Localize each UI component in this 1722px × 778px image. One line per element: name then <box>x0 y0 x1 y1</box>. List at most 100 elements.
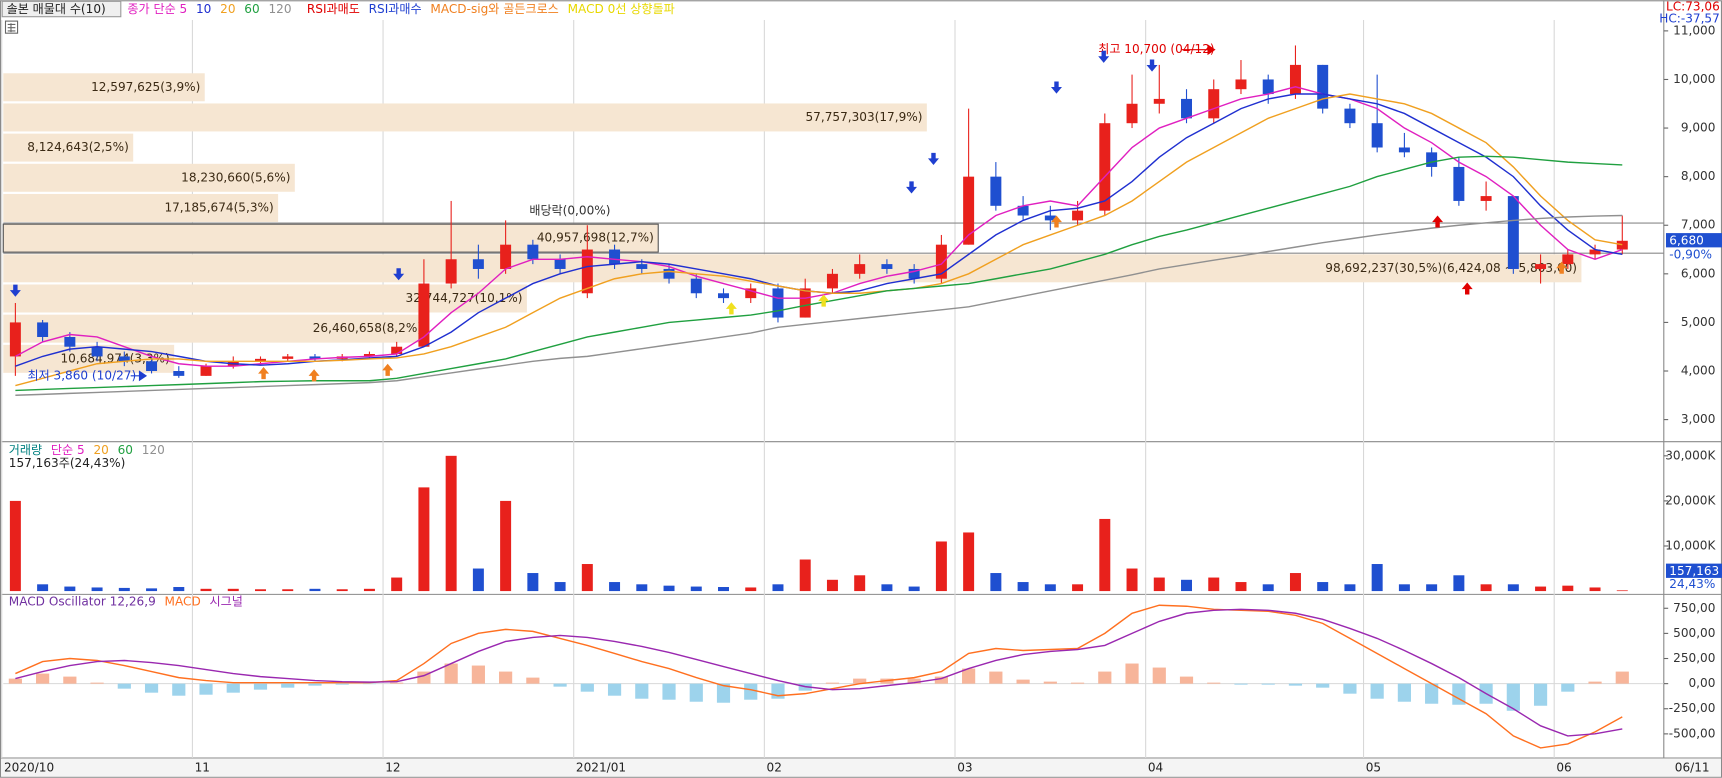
volume-bar <box>1289 573 1301 592</box>
high-arrow <box>1181 44 1216 56</box>
candle-body <box>173 371 185 376</box>
volume-readout: 157,163주(24,43%) <box>9 456 126 470</box>
grid-icon-lines <box>7 23 16 33</box>
oscillator-bar <box>1452 683 1466 705</box>
candle-body <box>64 336 76 347</box>
oscillator-bar <box>1506 683 1520 711</box>
candle-body <box>146 361 158 372</box>
candle-body <box>772 288 784 318</box>
candle-body <box>1344 108 1356 124</box>
oscillator-bar <box>907 678 921 684</box>
series-line <box>15 214 1623 396</box>
toolbar-title[interactable]: 솔본 매물대 수(10) <box>7 2 106 16</box>
oscillator-bar <box>1561 683 1575 692</box>
oscillator-bar <box>607 683 622 696</box>
candle-body <box>1153 98 1165 104</box>
legend-entry: 120 <box>268 2 291 16</box>
zero-cross-signal <box>818 294 830 307</box>
oscillator-bar <box>1152 667 1166 684</box>
candle-body <box>363 354 375 357</box>
oscillator-bar <box>1234 683 1248 685</box>
low-annotation: 최저 3,860 (10/27) <box>27 368 136 382</box>
volume-bar <box>690 586 702 592</box>
candle-body <box>826 273 838 289</box>
toolbar-box[interactable] <box>1 0 122 18</box>
volume-bar <box>1480 584 1492 592</box>
volume-bar <box>554 582 566 592</box>
candle-body <box>636 264 648 269</box>
oscillator-bar <box>253 683 268 690</box>
x-tick-label: 12 <box>385 760 400 774</box>
x-tick-label: 11 <box>195 760 210 774</box>
oscillator-bar <box>1070 682 1085 684</box>
oscillator-bar <box>90 682 104 684</box>
volume-bar <box>1535 586 1547 592</box>
dividend-annotation: 배당락(0,00%) <box>529 204 610 218</box>
candle-body <box>1072 210 1084 221</box>
volume-profile-label: 17,185,674(5,3%) <box>164 200 273 214</box>
candle-body <box>1589 249 1601 255</box>
volume-profile-bar <box>3 163 295 192</box>
candle-body <box>963 176 975 245</box>
volume-profile-label: 18,230,660(5,6%) <box>181 170 290 184</box>
volume-profile-label: 32,744,727(10,1%) <box>406 291 523 305</box>
legend-entry: 종가 단순 5 <box>127 2 187 16</box>
x-tick-label: 06 <box>1556 760 1571 774</box>
last-volume-change: 24,43% <box>1669 577 1715 591</box>
volume-bar <box>336 589 348 592</box>
candle-body <box>745 288 757 299</box>
oscillator-bar <box>63 676 77 684</box>
x-end-label: 06/11 <box>1675 760 1710 774</box>
oscillator-bar <box>281 683 295 688</box>
sell-signal <box>1146 59 1158 72</box>
last-price-label: 6,680 <box>1669 233 1704 247</box>
volume-bar <box>1072 584 1084 592</box>
volume-bar <box>990 573 1002 592</box>
oscillator-bar <box>362 683 377 685</box>
volume-profile-bar <box>3 73 205 102</box>
annotations: 최고 10,700 (04/12) 최저 3,860 (10/27) 배당락(0… <box>27 42 1216 382</box>
oscillator-bar <box>1370 683 1384 699</box>
oscillator-bar <box>744 683 758 700</box>
legend-entry: 60 <box>244 2 259 16</box>
volume-bar <box>1262 584 1274 592</box>
x-tick-label: 05 <box>1366 760 1381 774</box>
y-tick-label: 11,000 <box>1673 23 1715 37</box>
y-tick-label: 10,000K <box>1665 538 1716 552</box>
oscillator-bar <box>825 682 840 684</box>
candle-body <box>472 259 484 269</box>
candle-body <box>118 356 130 362</box>
volume-bar <box>1398 584 1410 592</box>
oscillator-bar <box>962 668 976 684</box>
volume-bar <box>173 587 185 592</box>
volume-bar <box>1507 584 1519 592</box>
volume-bar <box>445 455 457 592</box>
candle-body <box>418 283 430 347</box>
candle-body <box>500 244 512 269</box>
candle-body <box>581 249 593 294</box>
candle-body <box>391 346 403 355</box>
y-tick-label: -250,00 <box>1669 701 1716 715</box>
volume-bar <box>282 589 294 592</box>
oscillator-bar <box>8 678 22 684</box>
volume-bar <box>118 587 130 592</box>
candle-body <box>9 322 21 357</box>
volume-bar <box>418 487 430 592</box>
candle-body <box>37 322 49 337</box>
volume-bar <box>1371 564 1383 592</box>
volume-profile-label: 57,757,303(17,9%) <box>806 110 923 124</box>
candle-body <box>881 264 893 269</box>
volume-bar <box>1044 584 1056 592</box>
candle-body <box>718 293 729 299</box>
volume-bar <box>881 584 893 592</box>
legend-entry: 20 <box>220 2 235 16</box>
rsi-signal <box>1432 215 1444 228</box>
candle-body <box>255 358 266 362</box>
candle-body <box>91 346 103 357</box>
candle-body <box>1317 64 1329 109</box>
sell-signal <box>1098 50 1110 63</box>
oscillator-bar <box>553 683 567 687</box>
oscillator-bar <box>1343 683 1357 694</box>
last-price-box <box>1665 233 1722 248</box>
y-tick-label: 7,000 <box>1681 218 1716 232</box>
